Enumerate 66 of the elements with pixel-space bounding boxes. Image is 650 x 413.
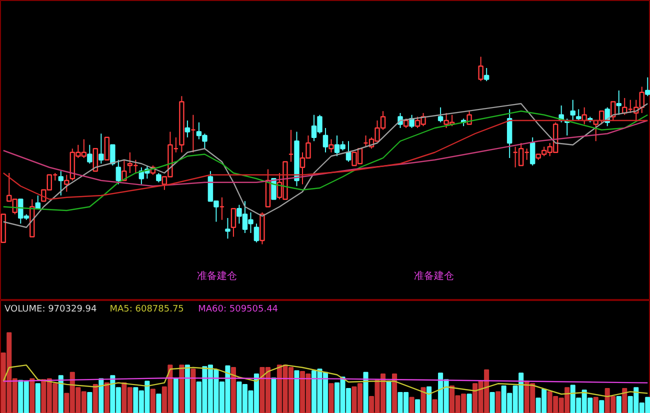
bar — [420, 387, 426, 413]
candlestick — [478, 56, 484, 82]
candlestick — [122, 159, 127, 182]
candlestick — [346, 140, 352, 162]
bar — [599, 400, 604, 413]
candlestick — [328, 138, 334, 153]
bar — [179, 364, 184, 413]
bar — [230, 366, 236, 413]
candlestick — [110, 144, 116, 166]
bar — [616, 396, 622, 413]
bar — [156, 394, 162, 413]
bar — [184, 364, 190, 413]
bar — [150, 388, 156, 413]
bar — [92, 384, 98, 413]
bar — [173, 377, 178, 413]
candlestick — [610, 101, 616, 121]
candlestick — [225, 218, 230, 240]
candlestick — [58, 170, 64, 196]
bar — [294, 370, 300, 413]
candlestick — [230, 208, 236, 238]
bar — [30, 378, 35, 413]
bar — [392, 373, 398, 413]
bar — [328, 383, 334, 413]
candlestick — [64, 174, 70, 192]
candlestick — [156, 172, 162, 183]
bar — [466, 394, 472, 413]
text: MA60: 509505.44 — [198, 304, 278, 314]
text: 准备建仓 — [197, 270, 238, 282]
bar — [415, 399, 420, 413]
bar — [496, 391, 501, 413]
bar — [622, 388, 628, 413]
candlestick — [466, 110, 472, 125]
candlestick — [530, 136, 536, 166]
bar — [432, 399, 438, 413]
candlestick — [116, 159, 122, 185]
bar — [386, 380, 392, 413]
bar — [490, 392, 495, 413]
candlestick — [87, 144, 92, 164]
candlestick — [92, 148, 98, 172]
text: 准备建仓 — [414, 270, 454, 282]
bar — [87, 392, 92, 413]
candlestick — [570, 99, 576, 121]
bar — [593, 396, 598, 413]
candlestick — [438, 106, 444, 123]
bar — [58, 375, 64, 413]
bar — [98, 378, 104, 413]
text: MA5: 608785.75 — [110, 304, 184, 314]
candlestick — [645, 76, 650, 97]
candlestick — [184, 120, 190, 138]
bar — [363, 372, 368, 413]
candlestick — [254, 223, 260, 243]
candlestick — [403, 118, 409, 128]
candlestick — [98, 133, 104, 164]
bar — [426, 386, 432, 413]
candlestick — [576, 108, 582, 121]
candlestick — [616, 90, 622, 116]
candlestick — [409, 114, 414, 128]
candlestick — [322, 128, 328, 153]
bar — [271, 377, 276, 413]
bar — [409, 396, 414, 413]
candlestick — [104, 136, 110, 160]
candlestick — [484, 68, 490, 82]
bar — [104, 382, 110, 413]
bar — [190, 368, 196, 413]
text: VOLUME: 970329.94 — [4, 304, 98, 314]
bar — [35, 383, 40, 413]
